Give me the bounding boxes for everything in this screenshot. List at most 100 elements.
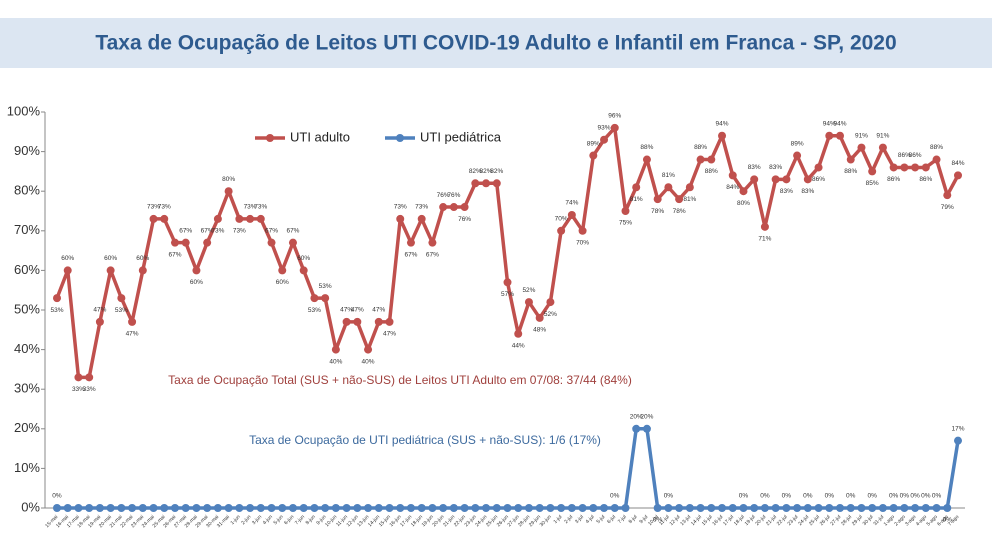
data-point xyxy=(632,424,641,433)
data-label: 76% xyxy=(437,192,450,199)
data-point xyxy=(449,504,458,512)
data-point xyxy=(642,155,651,164)
data-point xyxy=(278,266,287,275)
data-point xyxy=(170,504,179,512)
data-point xyxy=(793,151,802,160)
data-label: 70% xyxy=(555,216,568,223)
data-point xyxy=(524,504,533,512)
data-label: 88% xyxy=(694,144,707,151)
y-tick-label: 70% xyxy=(14,222,40,237)
x-tick-label: 6-jul xyxy=(606,514,617,525)
data-point xyxy=(310,294,319,303)
x-tick-label: 30-jun xyxy=(539,514,553,528)
data-point xyxy=(825,131,834,140)
data-label: 73% xyxy=(233,228,246,235)
data-label: 75% xyxy=(619,220,632,227)
data-label: 83% xyxy=(769,164,782,171)
data-point xyxy=(535,504,544,512)
x-tick-label: 1-jul xyxy=(553,514,564,525)
data-label: 81% xyxy=(630,196,643,203)
data-label: 85% xyxy=(866,180,879,187)
data-point xyxy=(63,266,72,275)
data-point xyxy=(267,504,276,512)
data-label: 67% xyxy=(286,227,299,234)
x-tick-label: 23-jul xyxy=(787,514,800,527)
data-point xyxy=(331,345,340,354)
data-label: 17% xyxy=(951,425,964,432)
x-tick-label: 5-ago xyxy=(926,514,939,527)
y-tick-label: 20% xyxy=(14,420,40,435)
data-label: 89% xyxy=(791,140,804,147)
data-point xyxy=(760,504,769,512)
x-tick-label: 7-jun xyxy=(294,514,306,526)
data-label: 71% xyxy=(758,236,771,243)
data-point xyxy=(74,373,83,382)
legend-label: UTI adulto xyxy=(290,129,350,144)
data-point xyxy=(567,210,576,219)
data-label: 91% xyxy=(855,132,868,139)
data-label: 44% xyxy=(512,342,525,349)
data-point xyxy=(449,203,458,212)
data-point xyxy=(868,504,877,512)
data-point xyxy=(546,504,555,512)
x-tick-label: 21-jul xyxy=(765,514,778,527)
data-label: 40% xyxy=(362,358,375,365)
data-label: 47% xyxy=(383,331,396,338)
data-label: 53% xyxy=(50,307,63,314)
data-point xyxy=(149,504,158,512)
data-point xyxy=(417,504,426,512)
data-point xyxy=(503,278,512,287)
annotation: Taxa de Ocupação Total (SUS + não-SUS) d… xyxy=(168,373,632,387)
data-point xyxy=(53,294,61,303)
data-point xyxy=(492,504,501,512)
data-point xyxy=(514,504,523,512)
data-label: 47% xyxy=(372,307,385,314)
data-label: 57% xyxy=(501,291,514,298)
data-point xyxy=(428,238,437,247)
data-label: 82% xyxy=(490,168,503,175)
data-point xyxy=(825,504,834,512)
x-tick-label: 8-jul xyxy=(628,514,639,525)
data-point xyxy=(771,175,780,184)
data-point xyxy=(224,504,233,512)
data-label: 47% xyxy=(93,307,106,314)
data-point xyxy=(707,155,716,164)
data-point xyxy=(503,504,512,512)
data-label: 0% xyxy=(867,493,877,500)
x-tick-label: 17-jul xyxy=(722,514,735,527)
x-tick-label: 5-jul xyxy=(595,514,606,525)
data-point xyxy=(396,214,405,223)
data-label: 0% xyxy=(653,517,663,524)
data-point xyxy=(428,504,437,512)
y-tick-label: 80% xyxy=(14,183,40,198)
data-point xyxy=(642,424,651,433)
data-point xyxy=(524,298,533,307)
data-point xyxy=(900,163,909,172)
x-tick-label: 9-jul xyxy=(638,514,649,525)
data-point xyxy=(106,266,115,275)
x-tick-label: 1-ago xyxy=(883,514,896,527)
x-tick-label: 3-jun xyxy=(251,514,263,526)
data-point xyxy=(138,266,147,275)
data-label: 47% xyxy=(340,307,353,314)
data-label: 48% xyxy=(533,327,546,334)
data-point xyxy=(149,214,158,223)
data-point xyxy=(664,504,673,512)
data-label: 84% xyxy=(726,184,739,191)
data-label: 0% xyxy=(782,493,792,500)
y-tick-label: 60% xyxy=(14,262,40,277)
data-point xyxy=(374,504,383,512)
data-point xyxy=(385,504,394,512)
data-label: 76% xyxy=(458,216,471,223)
data-label: 78% xyxy=(651,208,664,215)
x-tick-label: 30-jul xyxy=(862,514,875,527)
data-point xyxy=(600,504,609,512)
data-point xyxy=(943,191,952,200)
data-label: 83% xyxy=(748,164,761,171)
data-point xyxy=(364,345,373,354)
data-point xyxy=(675,195,684,204)
data-label: 53% xyxy=(319,283,332,290)
data-point xyxy=(417,214,426,223)
data-point xyxy=(803,504,812,512)
data-label: 0% xyxy=(760,493,770,500)
